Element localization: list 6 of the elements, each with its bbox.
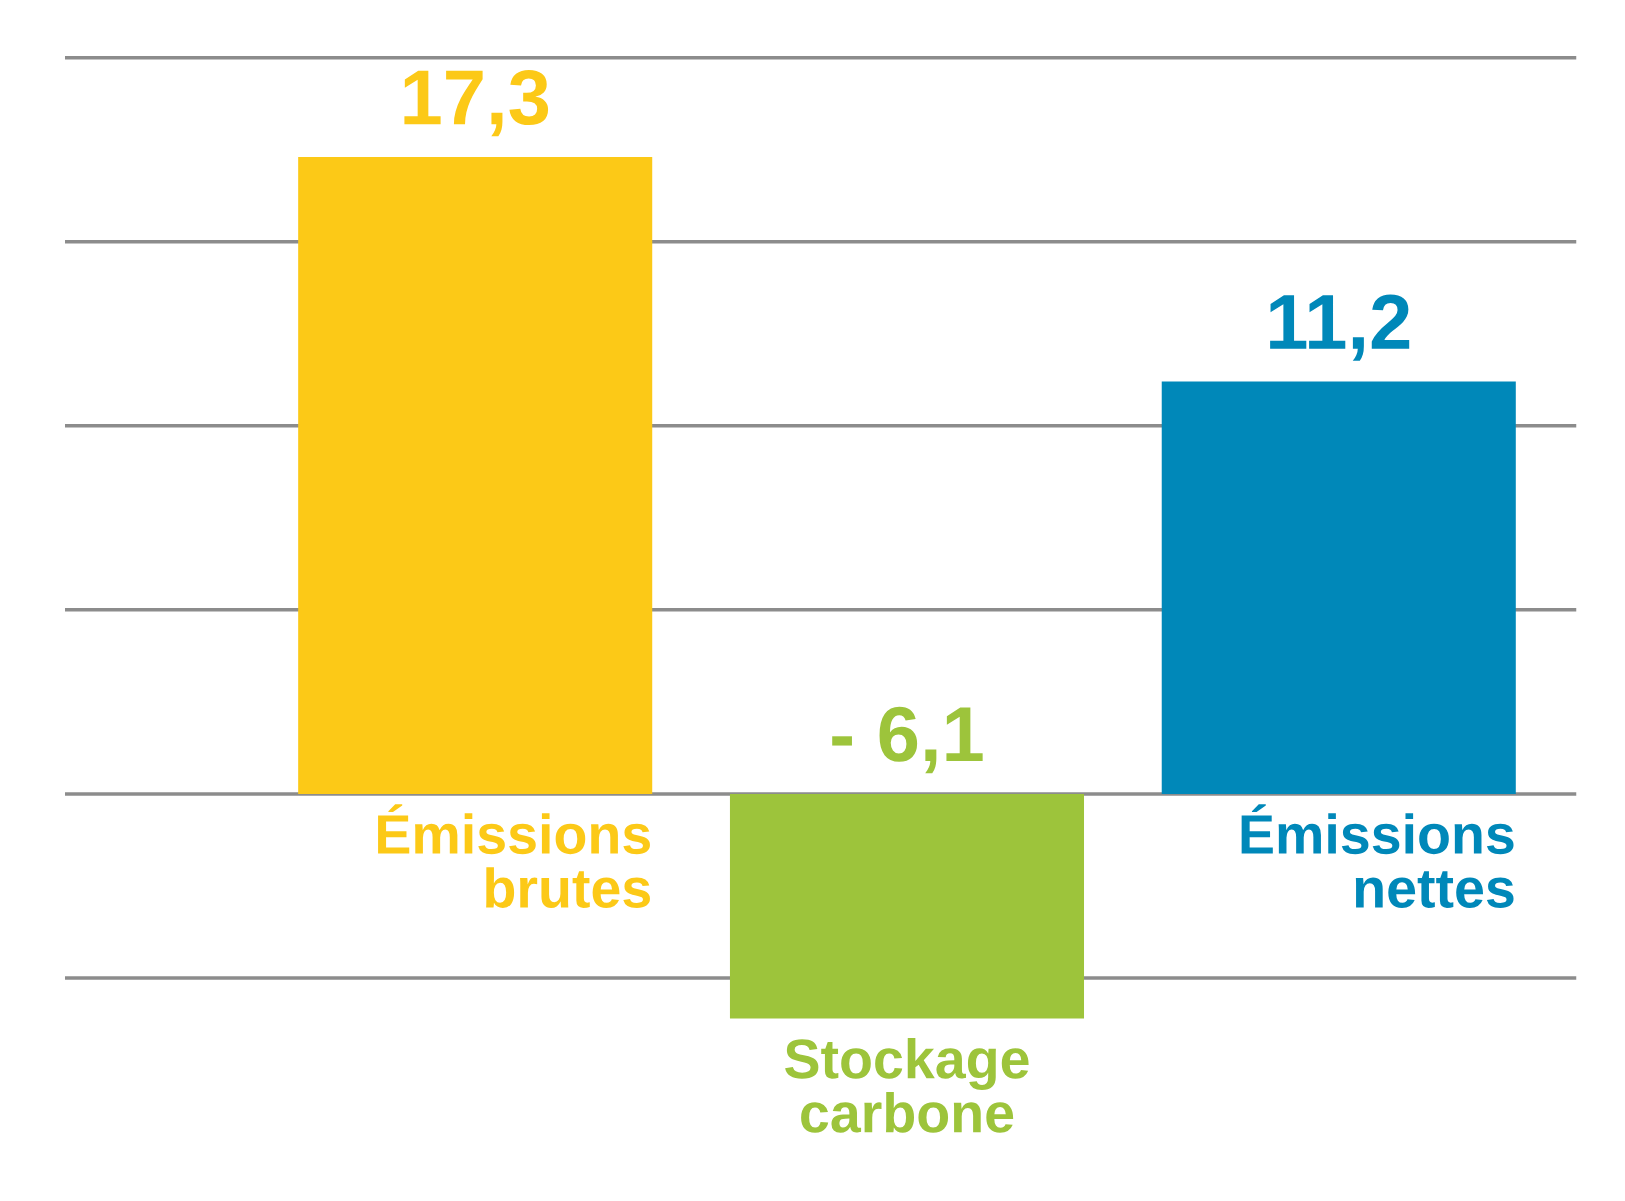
x-tick-label: Émissions brutes: [378, 804, 650, 908]
data-label: - 6,1: [832, 706, 983, 774]
data-label: 11,2: [1270, 294, 1410, 361]
x-tick-label: Émissions nettes: [1241, 804, 1514, 908]
data-label: 17,3: [404, 69, 549, 137]
x-tick-label: Stockage carbone: [785, 1037, 1029, 1133]
